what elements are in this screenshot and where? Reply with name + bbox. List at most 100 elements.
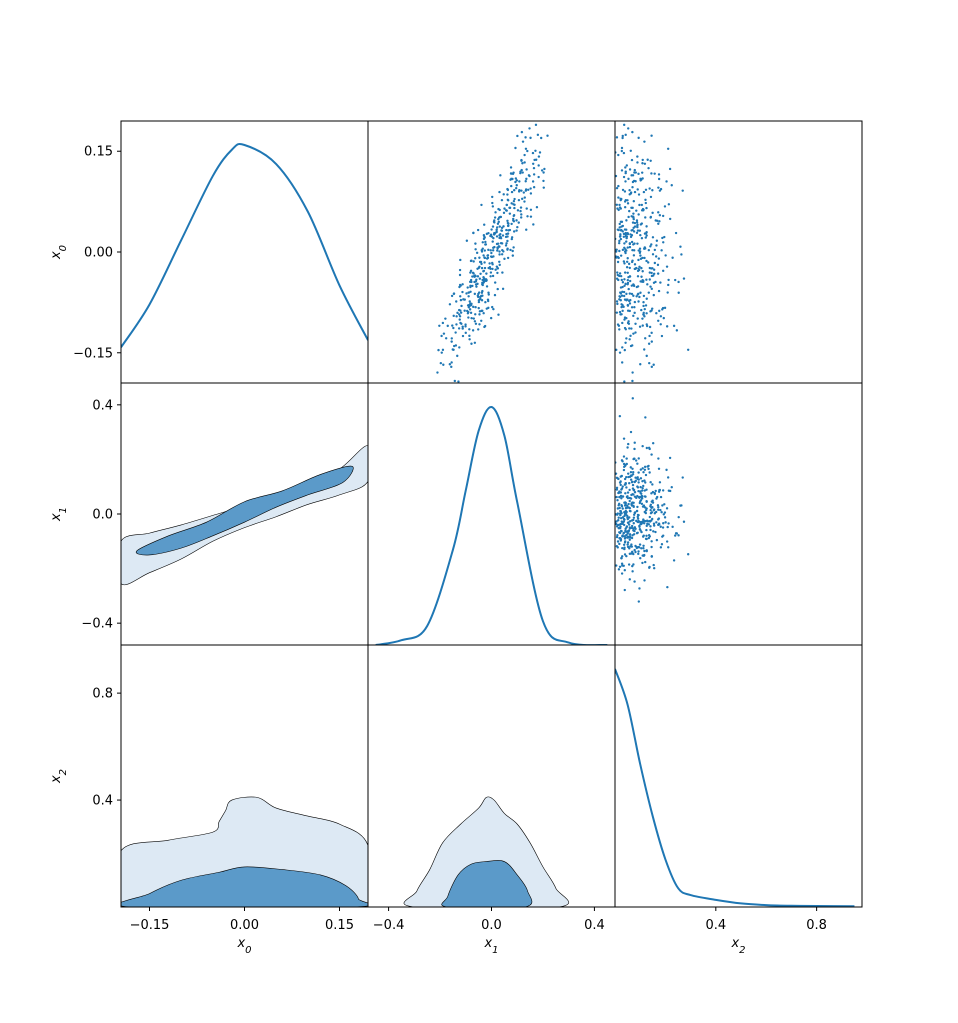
scatter-point [624, 180, 627, 183]
scatter-point [650, 555, 653, 558]
scatter-point [624, 492, 627, 495]
scatter-point [625, 337, 628, 340]
scatter-point [483, 261, 486, 264]
scatter-point [659, 315, 663, 318]
scatter-point [622, 294, 626, 298]
scatter-point [535, 206, 539, 209]
scatter-point [643, 549, 646, 553]
scatter-point [642, 294, 646, 298]
scatter-point [636, 188, 639, 191]
scatter-point [638, 525, 641, 528]
scatter-point [496, 247, 499, 250]
scatter-point [618, 272, 622, 275]
scatter-point [633, 168, 636, 172]
scatter-point [633, 580, 636, 583]
scatter-point [502, 211, 506, 215]
scatter-point [472, 317, 475, 320]
scatter-point [637, 258, 640, 262]
scatter-point [491, 267, 494, 271]
scatter-point [473, 275, 476, 278]
scatter-point [627, 127, 630, 130]
scatter-point [528, 127, 531, 130]
scatter-point [617, 208, 620, 212]
scatter-point [623, 537, 627, 540]
scatter-point [619, 292, 623, 295]
scatter-point [487, 306, 490, 310]
scatter-point [616, 507, 620, 510]
scatter-point [474, 322, 478, 325]
scatter-point [457, 327, 461, 330]
scatter-point [482, 312, 485, 315]
scatter-point [520, 216, 523, 219]
scatter-point [639, 254, 642, 257]
scatter-point [624, 171, 627, 175]
marginal-density-x1 [375, 406, 608, 645]
scatter-point [640, 275, 643, 278]
x-tick-label-x2: 0.4 [705, 918, 726, 933]
scatter-point [630, 240, 634, 244]
scatter-point [632, 522, 635, 525]
scatter-point [623, 284, 626, 287]
scatter-point [670, 184, 673, 187]
scatter-point [631, 570, 634, 573]
scatter-point [452, 326, 455, 330]
scatter-point [633, 242, 636, 245]
scatter-point [493, 219, 496, 222]
scatter-point [497, 216, 501, 219]
scatter-point [619, 233, 622, 236]
scatter-point [625, 292, 628, 296]
scatter-point [620, 556, 623, 560]
scatter-point [617, 153, 620, 157]
scatter-point [621, 535, 624, 538]
scatter-point [625, 486, 628, 489]
scatter-point [680, 253, 683, 256]
scatter-point [476, 228, 480, 232]
scatter-point [641, 270, 644, 273]
scatter-point [623, 540, 627, 543]
scatter-point [650, 511, 654, 514]
scatter-point [498, 208, 501, 212]
scatter-point [492, 233, 496, 236]
scatter-point [464, 325, 467, 328]
scatter-point [623, 262, 626, 265]
scatter-point [653, 491, 656, 495]
scatter-point [531, 162, 535, 166]
scatter-point [618, 351, 622, 354]
scatter-point [649, 508, 652, 512]
scatter-point [682, 277, 686, 280]
scatter-point [529, 136, 532, 140]
scatter-point [645, 528, 648, 532]
scatter-point [618, 295, 621, 298]
y-tick-label-x0: 0.00 [84, 246, 113, 261]
scatter-point [667, 546, 670, 549]
scatter-point [626, 541, 630, 544]
scatter-point [647, 523, 651, 526]
scatter-point [620, 146, 624, 150]
scatter-point [505, 228, 508, 232]
scatter-point [501, 248, 504, 252]
scatter-point [625, 475, 628, 479]
scatter-point [637, 513, 640, 517]
scatter-point [639, 179, 642, 182]
scatter-point [630, 481, 634, 484]
scatter-point [643, 232, 647, 235]
y-tick-label-x2: 0.4 [92, 794, 113, 809]
scatter-point [638, 265, 641, 268]
scatter-point [619, 509, 622, 513]
scatter-point [620, 530, 623, 533]
scatter-point [632, 516, 636, 519]
scatter-point [504, 244, 508, 247]
scatter-point [643, 510, 646, 514]
scatter-point [652, 522, 656, 525]
scatter-point [636, 225, 639, 229]
scatter-point [446, 324, 449, 328]
scatter-point [628, 327, 631, 330]
scatter-point [638, 295, 641, 299]
scatter-point [498, 260, 501, 263]
scatter-point [640, 237, 644, 240]
scatter-point [650, 540, 653, 543]
scatter-point [514, 146, 517, 150]
scatter-point [628, 299, 631, 303]
scatter-point [657, 319, 660, 322]
scatter-point [481, 294, 484, 297]
